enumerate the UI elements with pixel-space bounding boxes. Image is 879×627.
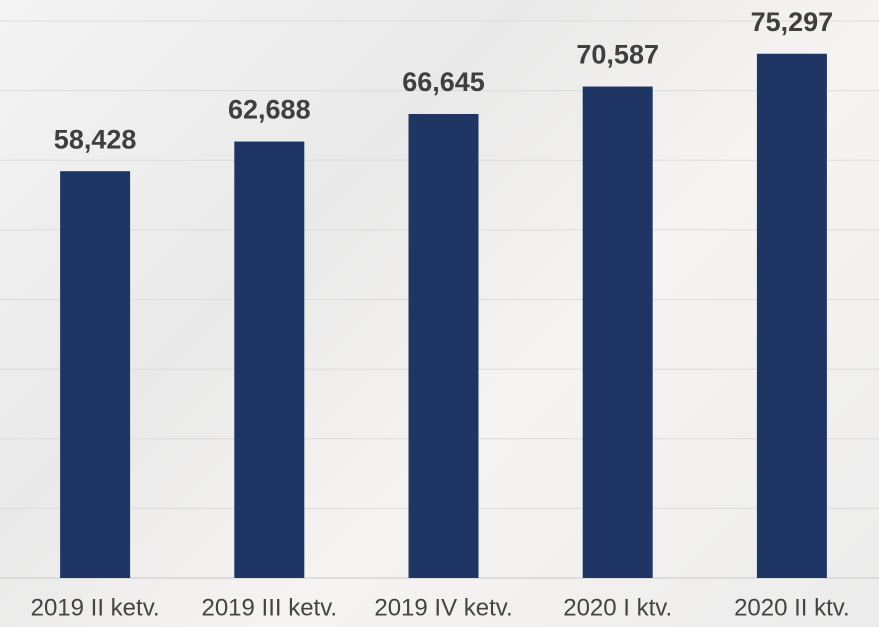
x-tick-label: 2019 IV ketv. <box>374 594 512 621</box>
x-tick-label: 2020 I ktv. <box>563 594 672 621</box>
bar <box>234 142 304 578</box>
x-tick-label: 2019 III ketv. <box>201 594 337 621</box>
x-tick-label: 2020 II ktv. <box>734 594 850 621</box>
bar <box>583 87 653 578</box>
value-label: 75,297 <box>751 7 834 37</box>
value-label: 58,428 <box>54 124 137 154</box>
value-label: 70,587 <box>576 40 659 70</box>
value-label: 66,645 <box>402 67 485 97</box>
x-tick-label: 2019 II ketv. <box>31 594 160 621</box>
bar <box>409 114 479 578</box>
bar <box>60 171 130 578</box>
value-label: 62,688 <box>228 95 311 125</box>
chart: 58,428 2019 II ketv. 62,688 2019 III ketv. 6… <box>0 0 879 627</box>
bar <box>757 54 827 578</box>
